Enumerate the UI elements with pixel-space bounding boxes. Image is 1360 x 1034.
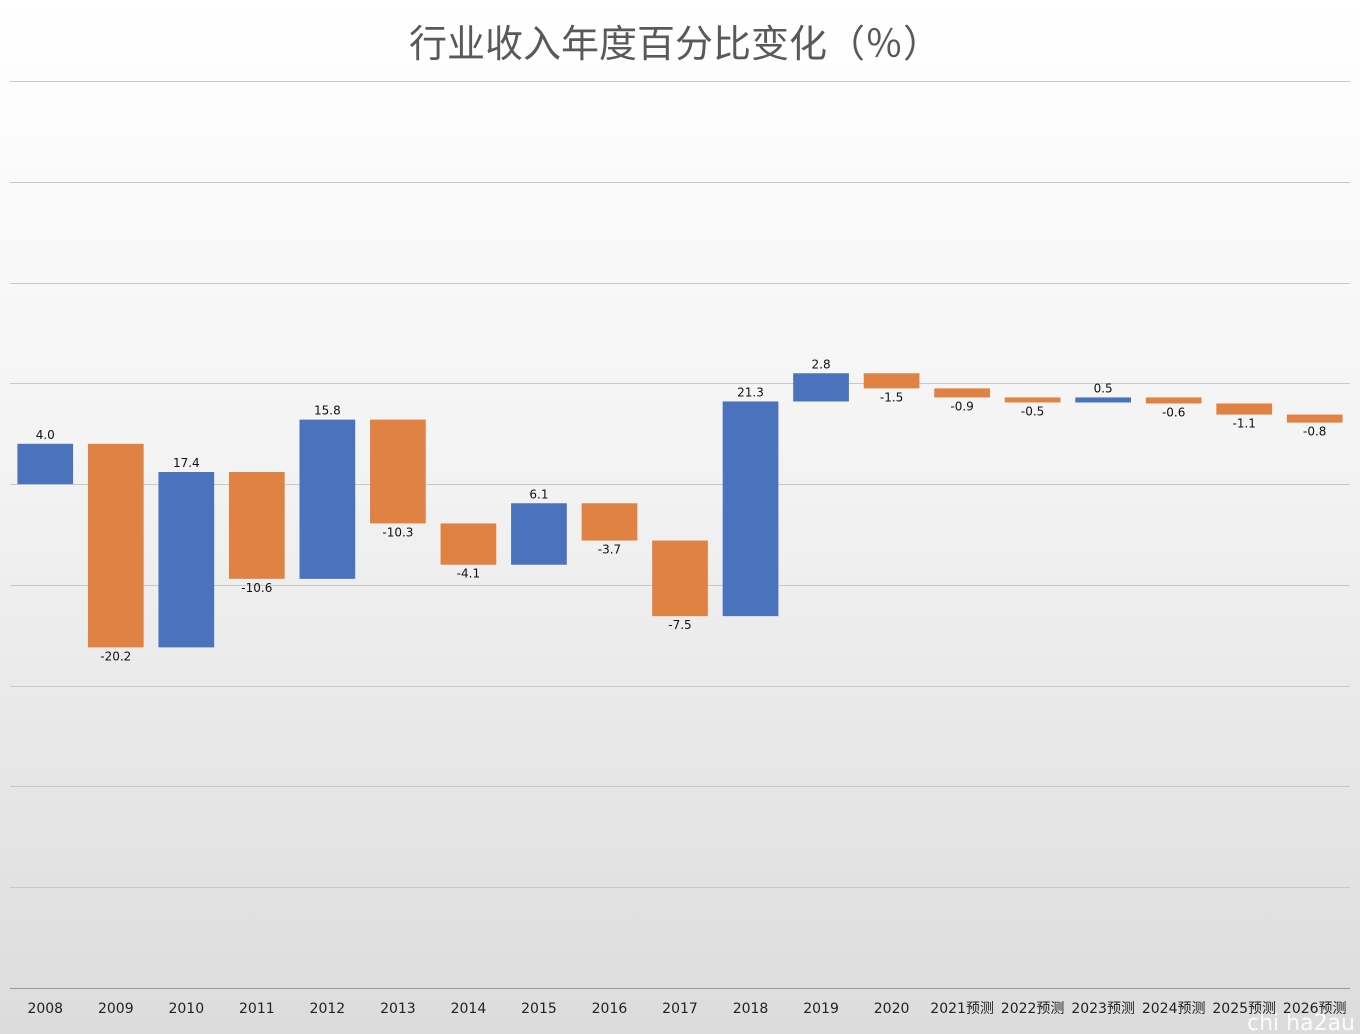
data-label: 6.1 — [529, 487, 548, 501]
data-label: 4.0 — [36, 428, 55, 442]
chart-title: 行业收入年度百分比变化（％） — [409, 22, 941, 66]
data-label: -0.8 — [1303, 425, 1326, 439]
bar-2023预测 — [1075, 397, 1132, 403]
data-label: -1.5 — [880, 390, 903, 404]
bar-2013 — [370, 419, 426, 524]
data-label: 0.5 — [1094, 381, 1113, 395]
category-label: 2021预测 — [930, 1001, 994, 1017]
bar-2021预测 — [934, 388, 990, 398]
category-label: 2019 — [803, 1001, 839, 1017]
data-label: -7.5 — [668, 618, 691, 632]
data-label: 15.8 — [314, 404, 341, 418]
data-label: -1.1 — [1232, 417, 1255, 431]
category-labels: 2008 2009 2010 2011 2012 2013 2014 2015 2016 2017… — [27, 1001, 1346, 1017]
data-labels: 4.0 -20.2 17.4 -10.6 15.8 -10.3 -4.1 6.1 -3.7 -7.… — [36, 357, 1327, 663]
bar-2019 — [793, 373, 849, 402]
bar-2018 — [722, 401, 779, 617]
bar-2024预测 — [1145, 397, 1202, 404]
data-label: -0.9 — [950, 399, 973, 413]
category-label: 2017 — [662, 1001, 698, 1017]
category-label: 2016 — [592, 1001, 628, 1017]
bar-2025预测 — [1216, 403, 1273, 415]
data-label: -0.6 — [1162, 405, 1185, 419]
category-label: 2012 — [310, 1001, 346, 1017]
bar-2008 — [17, 443, 74, 485]
bar-2009 — [87, 443, 144, 648]
category-label: 2009 — [98, 1001, 134, 1017]
category-label: 2022预测 — [1001, 1001, 1065, 1017]
bar-2022预测 — [1004, 397, 1061, 403]
category-label: 2014 — [451, 1001, 487, 1017]
category-label: 2013 — [380, 1001, 416, 1017]
category-label: 2023预测 — [1071, 1001, 1135, 1017]
category-label: 2018 — [733, 1001, 769, 1017]
category-label: 2011 — [239, 1001, 275, 1017]
category-label: 2015 — [521, 1001, 557, 1017]
bar-2011 — [228, 472, 285, 579]
data-label: -4.1 — [457, 567, 480, 581]
data-label: -3.7 — [598, 543, 621, 557]
category-label: 2026预测 — [1283, 1001, 1347, 1017]
category-label: 2025预测 — [1212, 1001, 1276, 1017]
data-label: -10.3 — [382, 525, 413, 539]
category-label: 2020 — [874, 1001, 910, 1017]
data-label: -20.2 — [100, 649, 131, 663]
bar-2017 — [652, 540, 708, 617]
bars — [17, 373, 1343, 648]
bar-2026预测 — [1286, 414, 1343, 423]
bar-2015 — [511, 503, 567, 565]
watermark: chi ha2au — [1247, 1011, 1355, 1034]
bar-2010 — [158, 472, 215, 648]
data-label: 21.3 — [737, 385, 764, 399]
data-label: -0.5 — [1021, 404, 1044, 418]
data-label: -10.6 — [241, 581, 272, 595]
bar-2020 — [863, 373, 920, 389]
category-label: 2010 — [168, 1001, 204, 1017]
bar-2014 — [440, 523, 497, 565]
category-label: 2008 — [27, 1001, 63, 1017]
data-label: 17.4 — [173, 456, 200, 470]
category-label: 2024预测 — [1142, 1001, 1206, 1017]
bar-2012 — [299, 419, 356, 579]
data-label: 2.8 — [812, 357, 831, 371]
bar-2016 — [581, 503, 638, 541]
